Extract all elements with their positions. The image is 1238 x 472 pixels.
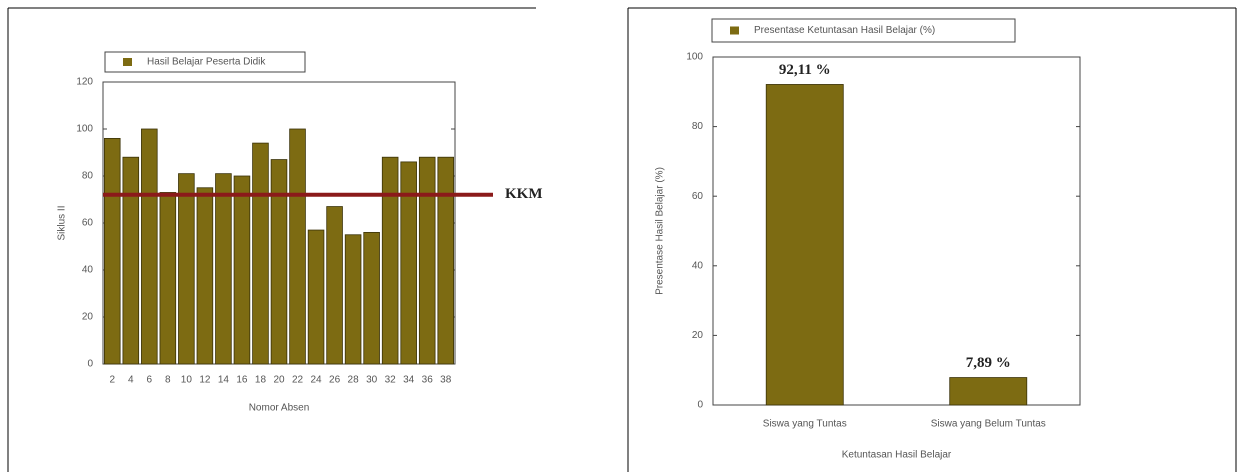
- bar: [344, 234, 362, 365]
- bar: [196, 187, 214, 365]
- x-tick-label: 12: [199, 375, 211, 386]
- y-tick-label: 120: [76, 77, 93, 88]
- value-label: 92,11 %: [779, 62, 831, 78]
- bar: [363, 231, 380, 365]
- x-axis-label: Ketuntasan Hasil Belajar: [842, 450, 952, 461]
- x-tick-label: 14: [218, 375, 230, 386]
- x-tick-label: 2: [109, 375, 115, 386]
- y-axis-label: Presentase Hasil Belajar (%): [655, 167, 666, 295]
- bar: [400, 161, 417, 365]
- bar: [949, 377, 1028, 406]
- bar: [178, 173, 195, 365]
- y-tick-label: 60: [692, 191, 704, 202]
- x-tick-label: 6: [147, 375, 153, 386]
- legend-label: Hasil Belajar Peserta Didik: [147, 57, 266, 68]
- x-tick-label: 32: [385, 375, 397, 386]
- x-tick-label: 8: [165, 375, 171, 386]
- x-tick-label: 16: [236, 375, 248, 386]
- y-tick-label: 100: [686, 52, 703, 63]
- x-tick-label: 26: [329, 375, 341, 386]
- bar: [326, 206, 343, 365]
- legend-swatch: [123, 58, 132, 66]
- value-label: 7,89 %: [966, 355, 1011, 371]
- y-tick-label: 40: [82, 265, 94, 276]
- y-axis-label: Siklus II: [57, 205, 68, 240]
- y-tick-label: 0: [87, 359, 93, 370]
- x-tick-label: 4: [128, 375, 134, 386]
- plot-area: [712, 56, 1081, 406]
- legend-swatch: [730, 26, 739, 35]
- bar: [141, 128, 158, 365]
- bar: [215, 173, 232, 365]
- x-tick-label: 30: [366, 375, 378, 386]
- x-tick-label: Siswa yang Tuntas: [763, 419, 847, 430]
- bar: [252, 142, 269, 365]
- bar: [765, 84, 844, 406]
- x-tick-label: 28: [348, 375, 360, 386]
- y-tick-label: 0: [697, 400, 703, 411]
- x-tick-label: 24: [310, 375, 322, 386]
- y-tick-label: 40: [692, 260, 704, 271]
- bar: [381, 156, 399, 365]
- y-tick-label: 100: [76, 124, 93, 135]
- x-tick-label: 20: [273, 375, 285, 386]
- legend-box: [711, 18, 1016, 43]
- y-tick-label: 20: [692, 330, 704, 341]
- legend-label: Presentase Ketuntasan Hasil Belajar (%): [754, 25, 935, 36]
- y-tick-label: 20: [82, 312, 94, 323]
- x-tick-label: 10: [181, 375, 193, 386]
- y-tick-label: 60: [82, 218, 94, 229]
- bar: [159, 192, 177, 365]
- x-tick-label: 38: [440, 375, 452, 386]
- x-tick-label: Siswa yang Belum Tuntas: [931, 419, 1046, 430]
- x-tick-label: 22: [292, 375, 304, 386]
- bar: [122, 156, 140, 365]
- bar: [418, 156, 436, 365]
- x-tick-label: 34: [403, 375, 415, 386]
- bar: [289, 128, 306, 365]
- y-tick-label: 80: [692, 121, 704, 132]
- bar: [307, 229, 325, 365]
- x-tick-label: 18: [255, 375, 267, 386]
- bar: [233, 175, 251, 365]
- reference-label: KKM: [505, 186, 543, 202]
- bar: [103, 137, 121, 365]
- bar: [437, 156, 455, 365]
- y-tick-label: 80: [82, 171, 94, 182]
- bar: [270, 159, 288, 365]
- legend-box: [104, 51, 306, 73]
- x-axis-label: Nomor Absen: [249, 403, 310, 414]
- x-tick-label: 36: [422, 375, 434, 386]
